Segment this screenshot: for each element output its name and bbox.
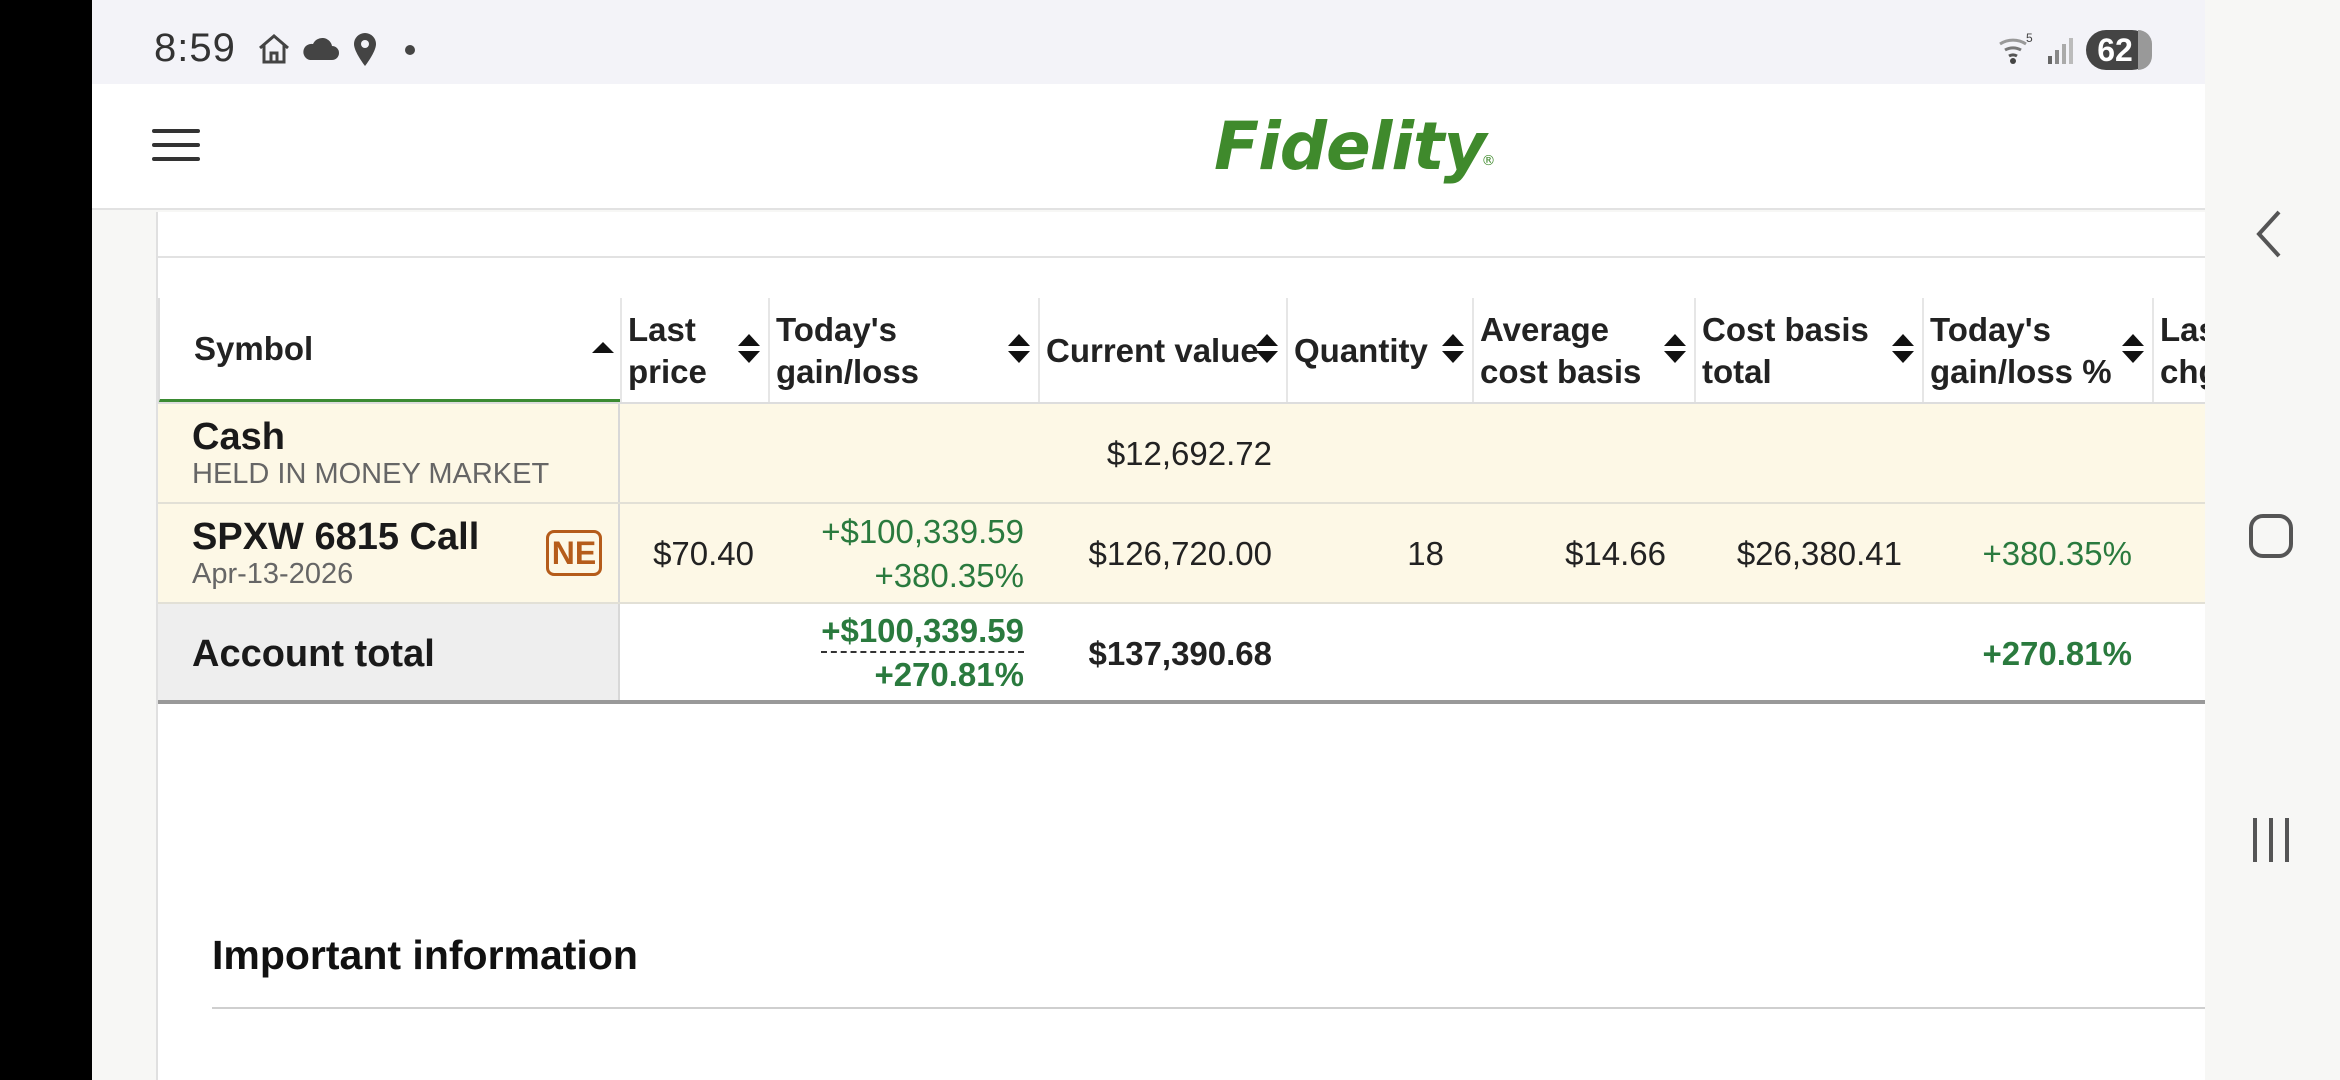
last-price-cell: $70.40 <box>653 535 754 572</box>
wifi-icon: 5 <box>1999 31 2033 64</box>
status-bar: 8:59 5 <box>92 0 2205 84</box>
cloud-icon <box>303 37 339 60</box>
row-divider <box>158 502 2205 504</box>
symbol-name: SPXW 6815 Call <box>192 516 480 558</box>
col-header-label: Cost basis <box>1702 311 1869 348</box>
total-todays-gain-cell[interactable]: +$100,339.59 +270.81% <box>768 604 1038 704</box>
total-todays-gain-pct-cell: +270.81% <box>1982 635 2132 672</box>
todays-gain-pct-cell: +380.35% <box>1982 535 2132 572</box>
status-time: 8:59 <box>154 26 236 70</box>
quantity-cell: 18 <box>1407 535 1444 572</box>
battery-level: 62 <box>2097 32 2133 68</box>
app-window: 8:59 5 <box>92 0 2205 1080</box>
avg-cost-basis-cell: $14.66 <box>1565 535 1666 572</box>
important-information-heading: Important information <box>212 932 638 978</box>
battery-indicator: 62 <box>2086 30 2152 70</box>
todays-gain-pct-inline: +380.35% <box>874 557 1024 594</box>
fidelity-logo[interactable]: Fidelity® <box>1214 108 1496 185</box>
dot-icon <box>405 45 415 55</box>
symbol-cell[interactable]: Cash HELD IN MONEY MARKET <box>158 404 620 504</box>
symbol-description: HELD IN MONEY MARKET <box>192 458 550 490</box>
wifi-label: 5 <box>2026 31 2033 45</box>
sort-icon <box>1892 334 1914 366</box>
symbol-cell[interactable]: SPXW 6815 Call Apr-13-2026 NE <box>158 504 620 604</box>
home-icon[interactable] <box>2241 508 2301 564</box>
important-divider <box>212 1007 2205 1009</box>
current-value-cell: $126,720.00 <box>1088 535 1272 572</box>
col-header-label: Today's <box>1930 311 2051 348</box>
col-header-label: Today's <box>776 311 897 348</box>
battery-cap <box>2138 30 2152 70</box>
total-label-cell: Account total <box>158 604 620 704</box>
app-header: Fidelity® <box>92 84 2205 210</box>
col-header-label: cost basis <box>1480 353 1642 390</box>
divider <box>158 256 2205 258</box>
todays-gain-cell: +$100,339.59 +380.35% <box>768 504 1038 604</box>
col-header-last-chg[interactable]: Las chg <box>2152 298 2205 404</box>
account-total-label: Account total <box>192 633 435 675</box>
recents-icon[interactable] <box>2241 812 2301 868</box>
sort-icon <box>1256 334 1278 366</box>
col-header-label: price <box>628 353 707 390</box>
table-row-spxw[interactable]: SPXW 6815 Call Apr-13-2026 NE $70.40 +$1… <box>158 504 2205 604</box>
table-bottom-rule <box>158 700 2205 704</box>
signal-icon <box>2048 38 2073 64</box>
location-icon <box>354 33 376 66</box>
col-header-cost-basis-total[interactable]: Cost basis total <box>1694 298 1922 404</box>
col-header-quantity[interactable]: Quantity <box>1286 298 1472 404</box>
sort-icon <box>1008 334 1030 366</box>
back-icon[interactable] <box>2241 206 2301 262</box>
col-header-label: chg <box>2160 353 2205 390</box>
sort-icon <box>2122 334 2144 366</box>
sort-icon <box>1664 334 1686 366</box>
total-todays-gain-value[interactable]: +$100,339.59 <box>821 611 1024 653</box>
table-row-cash[interactable]: Cash HELD IN MONEY MARKET $12,692.72 <box>158 404 2205 504</box>
col-header-label: Quantity <box>1294 332 1428 369</box>
sort-ascending-icon <box>592 342 614 353</box>
col-header-current-value[interactable]: Current value <box>1038 298 1286 404</box>
hamburger-menu-icon[interactable] <box>152 129 200 165</box>
symbol-description: Apr-13-2026 <box>192 558 354 590</box>
total-current-value-cell: $137,390.68 <box>1088 635 1272 672</box>
col-header-todays-gain[interactable]: Today's gain/loss <box>768 298 1038 404</box>
cost-basis-total-cell: $26,380.41 <box>1736 535 1902 572</box>
col-header-label: total <box>1702 353 1772 390</box>
col-header-average-cost-basis[interactable]: Average cost basis <box>1472 298 1694 404</box>
col-header-label: gain/loss % <box>1930 353 2112 390</box>
positions-panel: Symbol Last price Today's gain/loss Curren… <box>156 212 2205 1080</box>
total-todays-gain-pct-inline: +270.81% <box>874 656 1024 693</box>
ne-badge[interactable]: NE <box>546 530 602 576</box>
header-divider <box>158 402 2205 404</box>
row-divider <box>158 602 2205 604</box>
col-header-label: Las <box>2160 311 2205 348</box>
table-row-account-total: Account total +$100,339.59 +270.81% $137… <box>158 604 2205 704</box>
col-header-label: Last <box>628 311 696 348</box>
col-header-symbol[interactable]: Symbol <box>158 298 620 404</box>
sort-icon <box>1442 334 1464 366</box>
col-header-last-price[interactable]: Last price <box>620 298 768 404</box>
todays-gain-value: +$100,339.59 <box>821 513 1024 550</box>
col-header-label: Current value <box>1046 332 1259 369</box>
android-nav-bar <box>2205 0 2340 1080</box>
col-header-label: Symbol <box>194 329 314 367</box>
sort-icon <box>738 334 760 366</box>
table-header-row: Symbol Last price Today's gain/loss Curren… <box>158 298 2205 404</box>
col-header-label: Average <box>1480 311 1610 348</box>
col-header-label: gain/loss <box>776 353 920 390</box>
home-icon <box>259 34 289 64</box>
symbol-name: Cash <box>192 416 285 458</box>
logo-text: Fidelity <box>1214 108 1487 185</box>
current-value-cell: $12,692.72 <box>1106 435 1272 472</box>
col-header-todays-gain-pct[interactable]: Today's gain/loss % <box>1922 298 2152 404</box>
